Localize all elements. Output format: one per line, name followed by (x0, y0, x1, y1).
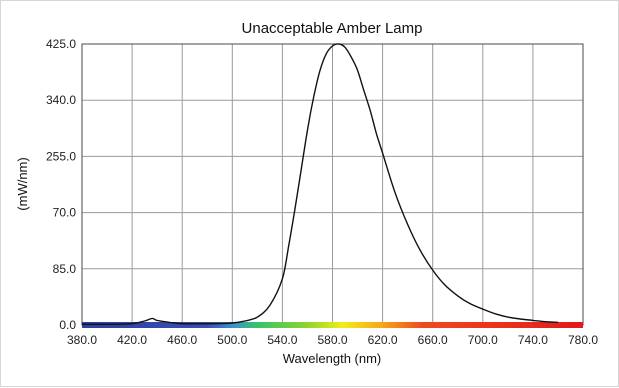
x-tick-label: 780.0 (568, 333, 598, 347)
y-axis-title: (mW/nm) (15, 157, 30, 210)
x-tick-label: 740.0 (518, 333, 548, 347)
x-tick-label: 540.0 (267, 333, 297, 347)
y-tick-label: 70.0 (53, 206, 77, 220)
x-tick-label: 460.0 (167, 333, 197, 347)
x-tick-label: 380.0 (67, 333, 97, 347)
x-tick-label: 620.0 (368, 333, 398, 347)
x-axis-title: Wavelength (nm) (283, 351, 382, 366)
x-tick-label: 500.0 (217, 333, 247, 347)
x-tick-label: 700.0 (468, 333, 498, 347)
x-tick-label: 660.0 (418, 333, 448, 347)
spectrum-color-bar (82, 322, 583, 328)
y-tick-labels: 0.0 85.0 70.0 255.0 340.0 425.0 (46, 37, 76, 332)
y-tick-label: 340.0 (46, 93, 76, 107)
gridlines (82, 44, 583, 325)
y-tick-label: 425.0 (46, 37, 76, 51)
x-tick-labels: 380.0 420.0 460.0 500.0 540.0 580.0 620.0 660.0… (67, 333, 598, 347)
spectrum-series-line (81, 43, 559, 326)
chart-title: Unacceptable Amber Lamp (242, 20, 423, 37)
y-tick-label: 0.0 (59, 318, 76, 332)
y-tick-label: 255.0 (46, 149, 76, 163)
x-tick-label: 580.0 (317, 333, 347, 347)
y-tick-label: 85.0 (53, 262, 77, 276)
x-tick-label: 420.0 (117, 333, 147, 347)
